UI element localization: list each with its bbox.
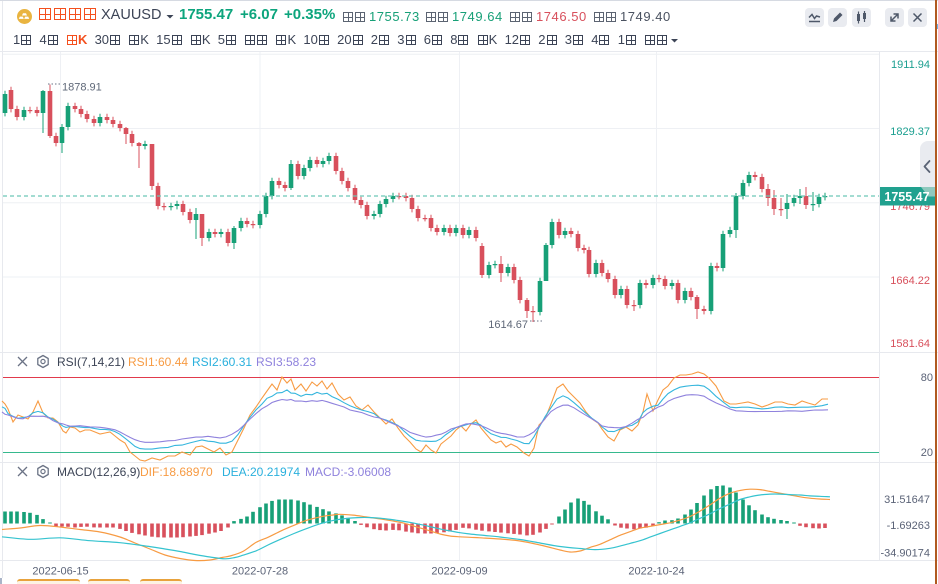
svg-text:1829.37: 1829.37 bbox=[890, 126, 930, 138]
svg-text:1911.94: 1911.94 bbox=[891, 59, 930, 71]
svg-text:DEA:20.21974: DEA:20.21974 bbox=[222, 465, 300, 479]
svg-text:1581.64: 1581.64 bbox=[890, 338, 930, 350]
svg-text:2022-10-24: 2022-10-24 bbox=[628, 566, 684, 578]
svg-text:1878.91: 1878.91 bbox=[62, 82, 102, 94]
svg-text:2022-07-28: 2022-07-28 bbox=[232, 566, 288, 578]
svg-text:2022-09-09: 2022-09-09 bbox=[431, 566, 487, 578]
svg-text:-1.69263: -1.69263 bbox=[887, 520, 930, 532]
svg-text:MACD(12,26,9): MACD(12,26,9) bbox=[57, 465, 140, 479]
svg-text:1614.67: 1614.67 bbox=[488, 319, 528, 331]
svg-text:1755.47: 1755.47 bbox=[884, 190, 929, 204]
svg-text:RSI(7,14,21): RSI(7,14,21) bbox=[57, 355, 125, 369]
svg-text:MACD:-3.06008: MACD:-3.06008 bbox=[305, 465, 391, 479]
svg-text:RSI1:60.44: RSI1:60.44 bbox=[128, 355, 188, 369]
svg-text:DIF:18.68970: DIF:18.68970 bbox=[140, 465, 213, 479]
svg-text:80: 80 bbox=[921, 372, 933, 384]
svg-text:20: 20 bbox=[921, 447, 933, 459]
svg-text:31.51647: 31.51647 bbox=[884, 494, 930, 506]
svg-text:RSI3:58.23: RSI3:58.23 bbox=[256, 355, 316, 369]
svg-text:1664.22: 1664.22 bbox=[890, 275, 930, 287]
svg-text:RSI2:60.31: RSI2:60.31 bbox=[192, 355, 252, 369]
svg-text:-34.90174: -34.90174 bbox=[880, 548, 930, 560]
svg-text:2022-06-15: 2022-06-15 bbox=[32, 566, 88, 578]
